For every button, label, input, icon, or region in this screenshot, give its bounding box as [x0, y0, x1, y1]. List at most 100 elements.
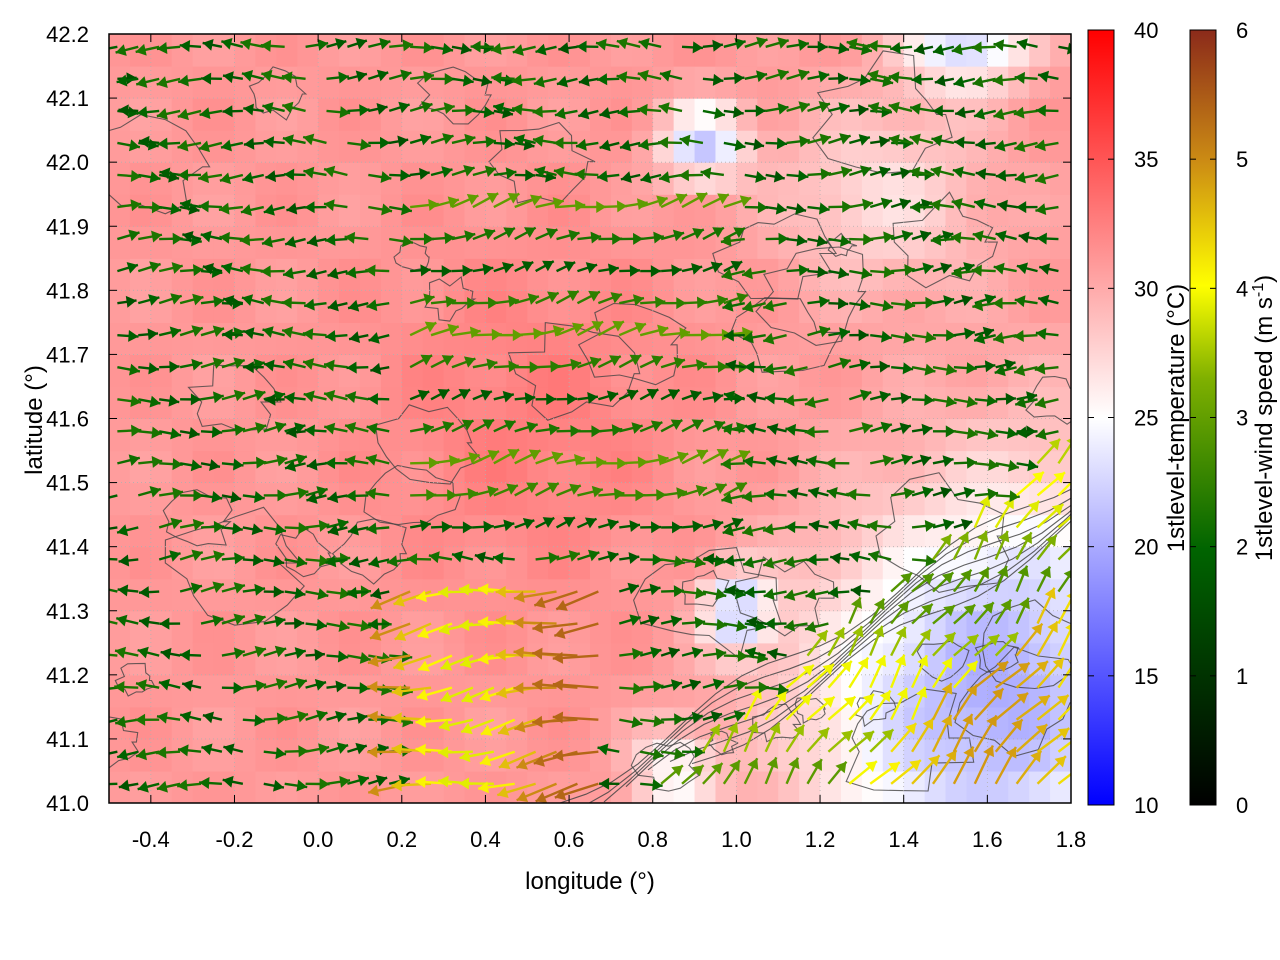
temperature-cell [276, 578, 298, 612]
wind-vector [975, 138, 996, 151]
temperature-cell [339, 130, 361, 163]
wind-vector-head [1031, 623, 1043, 636]
wind-vector-head [94, 614, 105, 626]
wind-vector-head [177, 779, 188, 792]
temperature-cell [422, 66, 445, 99]
wind-vector [681, 449, 709, 465]
temperature-cell [799, 34, 821, 67]
wind-vector [478, 781, 515, 794]
wind-vector-head [587, 549, 600, 562]
wind-vector [867, 519, 892, 532]
wind-vector-head [298, 745, 309, 758]
temperature-cell [339, 706, 361, 740]
wind-vector-head [274, 421, 287, 433]
contour-line [854, 690, 897, 728]
wind-vector-head [1057, 728, 1070, 739]
wind-vector-head [653, 715, 665, 728]
wind-vector [1016, 426, 1038, 439]
wind-vector [890, 230, 914, 242]
wind-vector-head [369, 629, 382, 641]
wind-vector [1036, 727, 1071, 753]
wind-vector [869, 166, 891, 178]
wind-vector-head [640, 171, 652, 184]
temperature-cell [799, 706, 821, 740]
wind-vector [179, 518, 204, 531]
temperature-cell [129, 546, 152, 580]
wind-vector-head [391, 685, 403, 698]
wind-vector [366, 422, 390, 435]
wind-vector-head [575, 138, 587, 151]
wind-vector-head [547, 482, 559, 494]
wind-vector-head [262, 326, 274, 338]
wind-vector-head [415, 743, 426, 756]
wind-vector [535, 291, 560, 305]
temperature-cell [318, 610, 340, 644]
wind-vector [702, 107, 726, 120]
wind-vector-head [272, 779, 284, 792]
wind-vector-head [438, 623, 451, 636]
wind-vector [221, 522, 243, 535]
wind-vector-head [966, 684, 977, 697]
temperature-cell [631, 98, 654, 131]
wind-vector [552, 749, 599, 762]
temperature-cell [631, 770, 654, 803]
wind-vector-head [925, 554, 937, 567]
wind-vector [430, 295, 457, 308]
wind-vector-head [729, 760, 740, 772]
temperature-cell [820, 770, 842, 803]
wind-vector [661, 264, 682, 277]
wind-vector [117, 229, 140, 242]
wind-vector-head [355, 742, 367, 755]
wind-vector-head [547, 291, 559, 303]
wind-vector-head [458, 619, 470, 632]
temperature-cell [150, 706, 173, 740]
wind-vector-head [465, 104, 476, 117]
wind-vector [828, 166, 853, 178]
wind-vector [428, 551, 453, 564]
temperature-cell [861, 546, 884, 580]
wind-vector-head [691, 419, 704, 431]
wind-vector-head [359, 104, 370, 117]
wind-vector-head [273, 555, 285, 568]
wind-vector-head [858, 134, 870, 146]
wind-vector [764, 756, 779, 785]
wind-vector-head [903, 331, 915, 344]
wind-vector [263, 585, 284, 598]
wind-vector-head [115, 715, 127, 728]
wind-vector-head [987, 634, 1000, 646]
wind-vector-head [858, 329, 869, 342]
temperature-cell [652, 34, 675, 67]
wind-vector-head [629, 520, 641, 533]
wind-vector-head [1035, 327, 1047, 340]
wind-vector [1036, 657, 1065, 689]
wind-vector [512, 44, 536, 56]
wind-vector-shaft [1057, 515, 1071, 529]
wind-vector [284, 522, 309, 535]
wind-vector [911, 554, 937, 567]
wind-vector-head [243, 327, 255, 340]
wind-vector-head [883, 231, 894, 244]
wind-vector [286, 202, 306, 215]
temperature-cell [527, 450, 549, 484]
wind-vector-head [587, 391, 598, 404]
wind-vector-head [116, 74, 128, 87]
wind-vector-head [281, 71, 293, 84]
wind-vector [725, 359, 745, 372]
wind-vector-head [744, 586, 755, 599]
wind-vector-head [526, 482, 538, 494]
wind-vector-head [868, 550, 880, 563]
wind-vector-head [114, 681, 125, 694]
wind-vector [410, 199, 439, 211]
wind-vector-head [972, 75, 984, 88]
temperature-cell [569, 386, 591, 420]
wind-vector-head [159, 617, 170, 630]
wind-vector [723, 37, 746, 50]
wind-vector-head [243, 103, 254, 116]
wind-vector [1057, 740, 1071, 753]
wind-vector [393, 654, 432, 671]
wind-vector [451, 326, 481, 339]
wind-vector-head [474, 551, 486, 564]
wind-vector-head [441, 520, 452, 533]
wind-vector-head [255, 679, 267, 692]
wind-vector [953, 427, 978, 440]
